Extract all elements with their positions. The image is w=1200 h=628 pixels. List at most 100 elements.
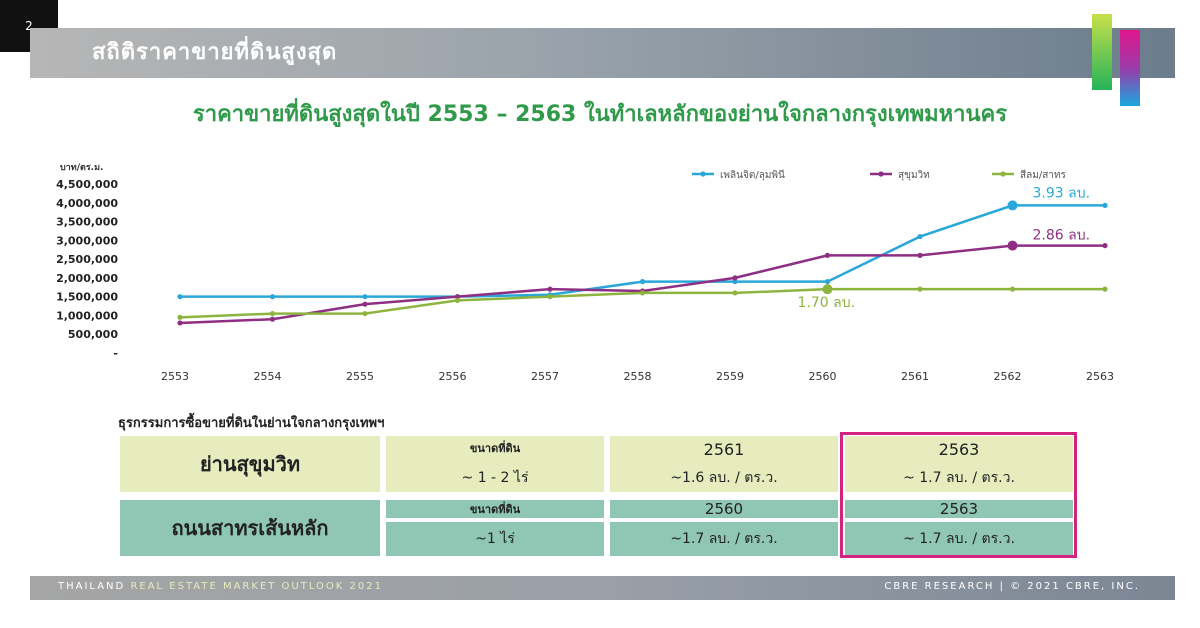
y-tick-label: 4,500,000 — [56, 178, 118, 191]
x-tick-label: 2554 — [254, 370, 282, 383]
data-label: 1.70 ลบ. — [798, 295, 856, 311]
y-tick-label: 2,500,000 — [56, 253, 118, 266]
data-point — [177, 320, 183, 326]
legend-marker — [1000, 171, 1006, 177]
legend-marker — [700, 171, 706, 177]
data-point — [732, 279, 738, 285]
header-band — [30, 28, 1175, 78]
land-size-cell: ขนาดที่ดิน ~ 1 - 2 ไร่ — [386, 436, 604, 492]
x-tick-label: 2559 — [716, 370, 744, 383]
land-size-cell: ~1 ไร่ — [386, 522, 604, 556]
data-point — [362, 301, 368, 307]
legend-label: สุขุมวิท — [898, 170, 930, 181]
data-point — [547, 286, 553, 292]
transaction-price: ~ 1.7 ลบ. / ตร.ว. — [903, 531, 1015, 547]
land-size-header-cell: ขนาดที่ดิน — [386, 500, 604, 518]
data-point — [732, 290, 738, 296]
x-tick-label: 2562 — [994, 370, 1022, 383]
logo-bar-magenta — [1120, 30, 1140, 106]
data-point — [732, 275, 738, 281]
data-point — [269, 294, 276, 300]
row-label-sukhumvit: ย่านสุขุมวิท — [120, 436, 380, 492]
page-number: 2 — [0, 0, 58, 52]
series-line-2 — [179, 244, 1105, 325]
data-point — [639, 279, 646, 285]
data-point — [639, 290, 646, 296]
land-price-line-chart: บาท/ตร.ม. - 500,000 1,000,000 1,500,000 2,000… — [56, 163, 1114, 383]
legend-label: สีลม/สาทร — [1020, 169, 1067, 181]
transaction-cell-2563: 2563 ~ 1.7 ลบ. / ตร.ว. — [845, 436, 1073, 492]
y-tick-label: 3,500,000 — [56, 216, 118, 229]
data-label: 2.86 ลบ. — [1033, 228, 1091, 244]
x-tick-label: 2553 — [161, 370, 189, 383]
data-point — [917, 252, 923, 258]
transaction-year: 2560 — [704, 500, 744, 518]
table-heading: ธุรกรรมการซื้อขายที่ดินในย่านใจกลางกรุงเ… — [118, 416, 385, 431]
page-title: สถิติราคาขายที่ดินสูงสุด — [92, 40, 338, 65]
data-point — [547, 294, 553, 300]
x-tick-label: 2557 — [531, 370, 559, 383]
data-point — [269, 310, 276, 317]
data-label: 3.93 ลบ. — [1033, 185, 1091, 201]
y-tick-label: - — [113, 347, 118, 360]
chart-subtitle: ราคาขายที่ดินสูงสุดในปี 2553 – 2563 ในทำ… — [192, 102, 1008, 127]
transaction-price: ~ 1.7 ลบ. / ตร.ว. — [903, 469, 1015, 486]
footer-copyright: CBRE RESEARCH | © 2021 CBRE, INC. — [884, 581, 1140, 592]
transaction-year: 2563 — [938, 439, 980, 459]
data-point — [822, 284, 833, 295]
y-tick-label: 4,000,000 — [56, 197, 118, 210]
data-point — [454, 294, 461, 300]
transaction-price: ~1.7 ลบ. / ตร.ว. — [670, 531, 778, 547]
y-tick-label: 1,500,000 — [56, 291, 118, 304]
x-tick-label: 2561 — [901, 370, 929, 383]
footer-left-text: THAILAND REAL ESTATE MARKET OUTLOOK 2021 — [58, 581, 383, 592]
data-point — [917, 286, 923, 292]
data-point — [362, 310, 368, 317]
data-point — [824, 279, 831, 285]
transaction-year: 2563 — [939, 500, 979, 518]
y-tick-label: 500,000 — [68, 328, 118, 341]
land-size-label: ขนาดที่ดิน — [469, 503, 521, 516]
row-label-text: ถนนสาทรเส้นหลัก — [171, 516, 329, 540]
land-size-value: ~1 ไร่ — [475, 531, 515, 547]
data-point — [1102, 286, 1108, 292]
highlight-frame-2563 — [840, 432, 1077, 558]
x-tick-label: 2563 — [1086, 370, 1114, 383]
year-cell-2563: 2563 — [845, 500, 1073, 518]
legend-label: เพลินจิต/ลุมพินี — [720, 169, 785, 181]
x-tick-label: 2556 — [439, 370, 467, 383]
data-point — [362, 294, 368, 300]
y-tick-label: 2,000,000 — [56, 272, 118, 285]
data-point — [454, 297, 461, 304]
land-size-label: ขนาดที่ดิน — [469, 442, 521, 455]
legend-marker — [878, 171, 884, 177]
row-label-text: ย่านสุขุมวิท — [199, 452, 301, 476]
y-tick-label: 1,000,000 — [56, 309, 118, 322]
data-point — [177, 314, 183, 320]
data-point — [1007, 240, 1018, 251]
data-point — [1009, 286, 1016, 292]
data-point — [269, 316, 276, 322]
y-tick-label: 3,000,000 — [56, 234, 118, 247]
footer-report-name: REAL ESTATE MARKET OUTLOOK 2021 — [130, 581, 383, 592]
land-size-value: ~ 1 - 2 ไร่ — [461, 470, 529, 486]
price-cell-2560: ~1.7 ลบ. / ตร.ว. — [610, 522, 838, 556]
footer-band — [30, 576, 1175, 600]
x-tick-label: 2558 — [624, 370, 652, 383]
row-label-sathorn: ถนนสาทรเส้นหลัก — [120, 500, 380, 556]
logo-bar-green — [1092, 14, 1112, 90]
data-point — [917, 233, 923, 240]
data-point — [1102, 202, 1108, 209]
transaction-price: ~1.6 ลบ. / ตร.ว. — [670, 469, 778, 486]
footer-country: THAILAND — [58, 581, 126, 592]
data-point — [1007, 200, 1018, 211]
data-point — [177, 294, 183, 300]
data-point — [824, 252, 831, 258]
price-cell-2563: ~ 1.7 ลบ. / ตร.ว. — [845, 522, 1073, 556]
transaction-cell-2561: 2561 ~1.6 ลบ. / ตร.ว. — [610, 436, 838, 492]
transaction-year: 2561 — [703, 439, 745, 459]
data-point — [1102, 242, 1108, 249]
x-tick-label: 2560 — [809, 370, 837, 383]
x-tick-label: 2555 — [346, 370, 374, 383]
year-cell-2560: 2560 — [610, 500, 838, 518]
